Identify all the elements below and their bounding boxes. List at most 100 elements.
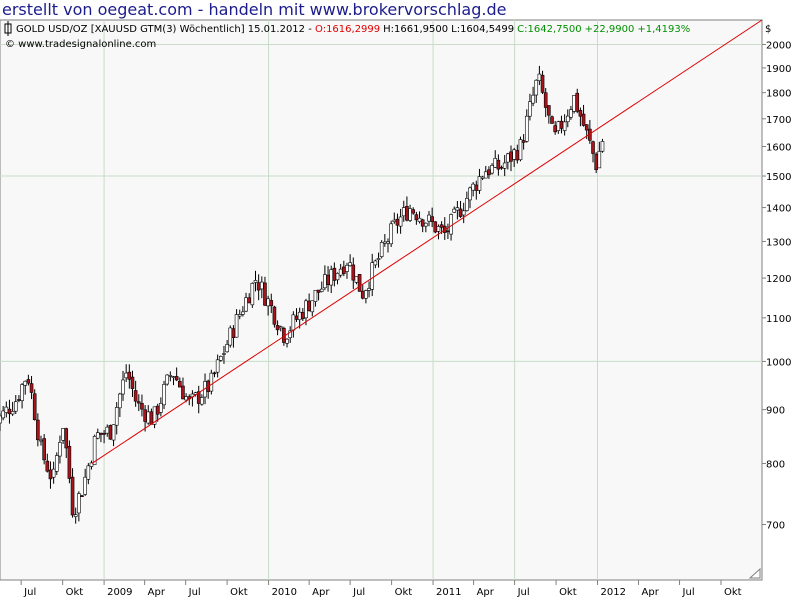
candle-body [1, 410, 5, 419]
candle-body [547, 105, 551, 116]
candle-body [572, 95, 576, 112]
candle-body [86, 465, 91, 480]
candle-body [32, 393, 37, 420]
candle-body [556, 121, 561, 132]
candle-body [108, 425, 113, 440]
candle-body [247, 297, 251, 304]
candle-body [80, 495, 84, 497]
candle-body [39, 439, 43, 442]
candle-body [133, 390, 138, 402]
candle-body [288, 330, 292, 339]
candle-body [338, 268, 343, 276]
candle-body [345, 264, 349, 272]
candle-body [77, 493, 81, 514]
y-axis-unit: $ [765, 24, 771, 35]
x-tick-label: Okt [395, 587, 413, 598]
x-tick-label: 2012 [601, 587, 626, 598]
candle-body [159, 403, 163, 413]
x-tick-label: 2011 [436, 587, 461, 598]
candle-body [26, 379, 31, 384]
candle-body [200, 397, 204, 405]
candle-body [332, 267, 337, 281]
candle-body [591, 141, 595, 154]
candle-body [130, 376, 135, 389]
candle-body [102, 433, 106, 435]
candle-body [600, 141, 605, 152]
candle-body [521, 140, 526, 143]
candle-body [155, 405, 160, 415]
candle-body [263, 282, 267, 306]
candle-body [392, 219, 397, 222]
candle-body [439, 224, 444, 228]
candle-body [487, 169, 491, 176]
x-tick-label: Jul [517, 587, 530, 598]
candle-body [398, 216, 403, 227]
candle-body [436, 226, 441, 232]
candle-body [515, 150, 520, 161]
candle-body [348, 262, 352, 267]
candle-body [231, 328, 236, 338]
y-tick-label: 1900 [766, 64, 791, 75]
candle-body [181, 385, 185, 400]
candle-body [307, 300, 311, 312]
candle-body [0, 415, 2, 424]
grid [0, 20, 762, 580]
candle-body [342, 266, 346, 274]
x-tick-label: Okt [230, 587, 248, 598]
x-tick-label: Okt [559, 587, 577, 598]
header-close: C:1642,7500 [517, 24, 581, 35]
candle-body [99, 432, 103, 435]
candle-body [452, 208, 457, 213]
candle-body [540, 74, 545, 93]
candle-body [313, 290, 318, 302]
candle-body [212, 372, 217, 375]
candle-body [310, 300, 315, 313]
candle-body [575, 92, 580, 112]
y-tick-label: 900 [766, 406, 785, 417]
candle-body [17, 399, 21, 401]
candle-body [316, 289, 321, 293]
y-tick-label: 1200 [766, 274, 791, 285]
resize-corner-icon[interactable] [748, 567, 761, 579]
candle-body [67, 445, 72, 479]
candle-body [401, 207, 406, 217]
candle-body [543, 92, 548, 108]
candle-body [241, 311, 245, 315]
candle-body [335, 273, 340, 281]
candle-body [562, 121, 567, 131]
candle-body [92, 435, 97, 465]
candle-body [48, 469, 53, 480]
candle-body [559, 120, 564, 129]
y-tick-label: 1000 [766, 357, 791, 368]
candle-body [111, 424, 116, 441]
candle-body [165, 374, 169, 385]
candle-body [275, 325, 280, 331]
candles [0, 65, 605, 524]
banner-title: erstellt von oegeat.com - handeln mit ww… [2, 0, 507, 19]
y-tick-label: 700 [766, 521, 785, 532]
candle-body [266, 298, 270, 307]
candle-body [10, 411, 15, 415]
candle-body [146, 411, 151, 424]
candle-body [95, 432, 100, 439]
candle-body [424, 222, 428, 227]
candle-body [405, 206, 409, 221]
candle-body [278, 326, 283, 329]
candle-body [253, 280, 258, 283]
candle-body [70, 476, 75, 516]
candle-body [304, 300, 308, 319]
candle-body [395, 218, 400, 226]
candle-body [531, 94, 535, 104]
x-tick-label: Okt [66, 587, 84, 598]
candle-body [455, 207, 460, 211]
candle-body [569, 109, 573, 118]
x-tick-label: Apr [642, 587, 660, 598]
candle-body [323, 274, 327, 289]
x-tick-label: Okt [724, 587, 742, 598]
candle-body [480, 176, 485, 179]
y-axis-ticks: 700 800 900 1000 1100 1200 1300 1400 1500 1600 170… [762, 40, 791, 532]
candle-body [149, 411, 154, 425]
candle-body [260, 281, 264, 290]
y-tick-label: 1800 [766, 89, 791, 100]
